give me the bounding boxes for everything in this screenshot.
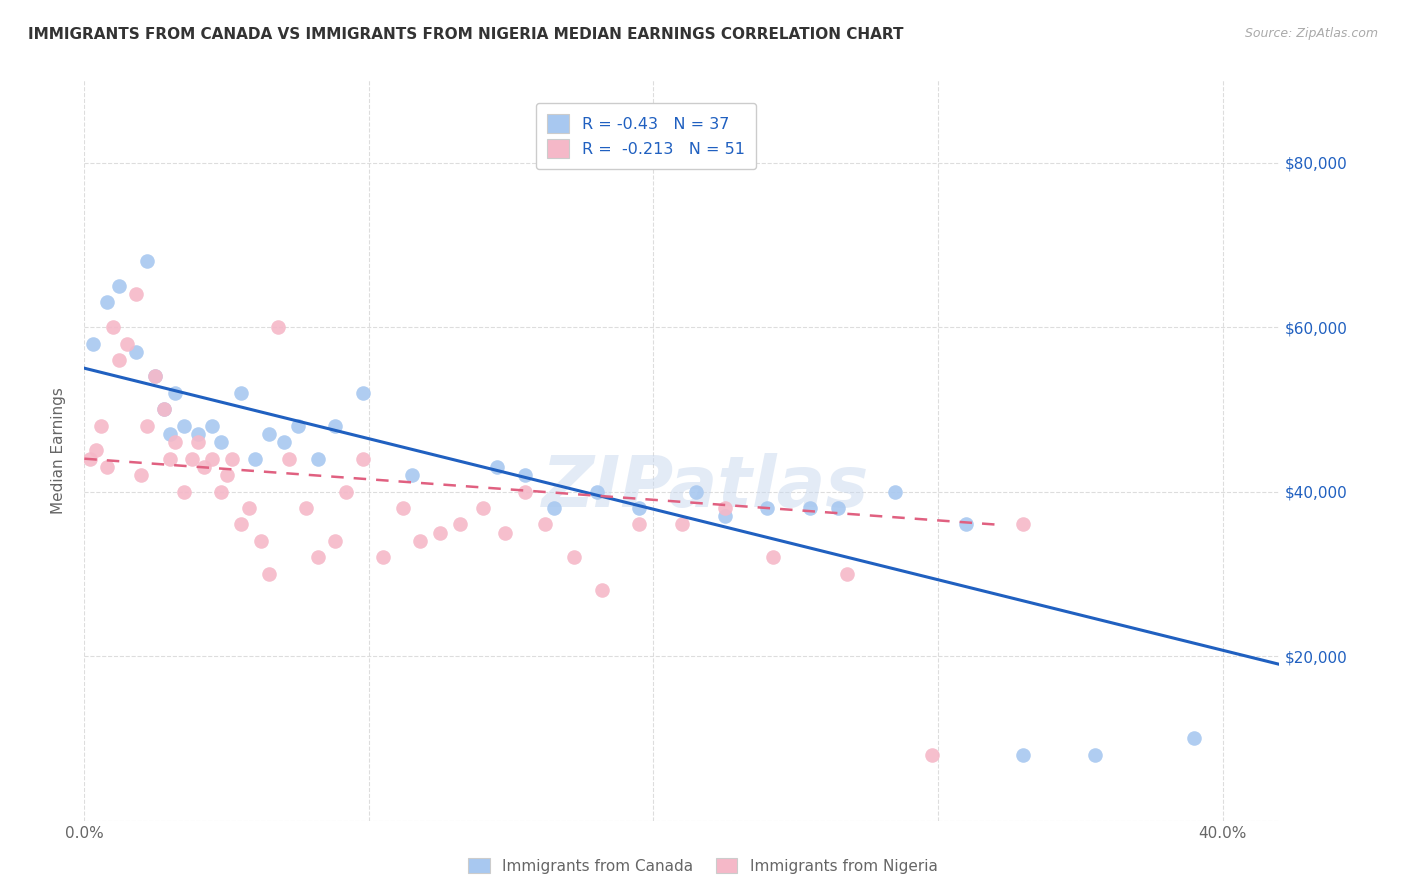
Y-axis label: Median Earnings: Median Earnings xyxy=(51,387,66,514)
Point xyxy=(209,484,232,499)
Point xyxy=(827,501,849,516)
Point xyxy=(515,484,537,499)
Point xyxy=(215,468,238,483)
Point xyxy=(585,484,607,499)
Text: Source: ZipAtlas.com: Source: ZipAtlas.com xyxy=(1244,27,1378,40)
Point xyxy=(249,533,271,548)
Point xyxy=(591,583,613,598)
Point xyxy=(238,501,260,516)
Point xyxy=(295,501,318,516)
Text: ZIPatlas: ZIPatlas xyxy=(543,453,869,522)
Point xyxy=(562,550,585,565)
Point xyxy=(159,427,181,442)
Point xyxy=(209,435,232,450)
Point xyxy=(835,566,858,581)
Point xyxy=(323,533,346,548)
Point xyxy=(221,451,243,466)
Point xyxy=(165,385,187,400)
Point xyxy=(267,320,290,334)
Point xyxy=(756,501,779,516)
Point xyxy=(136,418,159,433)
Point xyxy=(955,517,977,532)
Point xyxy=(762,550,785,565)
Point xyxy=(187,435,209,450)
Point xyxy=(713,501,735,516)
Point xyxy=(1182,731,1205,746)
Point xyxy=(165,435,187,450)
Point xyxy=(1012,517,1035,532)
Point xyxy=(84,443,107,458)
Point xyxy=(181,451,204,466)
Point xyxy=(145,369,167,384)
Point xyxy=(90,418,112,433)
Point xyxy=(449,517,471,532)
Point xyxy=(107,279,129,293)
Point xyxy=(115,336,138,351)
Point xyxy=(429,525,451,540)
Point xyxy=(495,525,517,540)
Point xyxy=(201,451,224,466)
Point xyxy=(685,484,707,499)
Point xyxy=(534,517,557,532)
Point xyxy=(82,336,104,351)
Legend: Immigrants from Canada, Immigrants from Nigeria: Immigrants from Canada, Immigrants from … xyxy=(463,852,943,880)
Point xyxy=(96,295,118,310)
Point xyxy=(307,451,329,466)
Point xyxy=(287,418,309,433)
Point xyxy=(259,427,281,442)
Point xyxy=(79,451,101,466)
Point xyxy=(392,501,415,516)
Point xyxy=(278,451,301,466)
Point xyxy=(145,369,167,384)
Point xyxy=(173,418,195,433)
Point xyxy=(129,468,152,483)
Point xyxy=(799,501,821,516)
Point xyxy=(543,501,565,516)
Point xyxy=(229,385,252,400)
Point xyxy=(409,533,432,548)
Point xyxy=(884,484,907,499)
Point xyxy=(153,402,176,417)
Point xyxy=(921,747,943,762)
Point xyxy=(515,468,537,483)
Point xyxy=(193,459,215,474)
Point xyxy=(628,501,651,516)
Point xyxy=(1083,747,1105,762)
Point xyxy=(352,451,374,466)
Point xyxy=(159,451,181,466)
Point xyxy=(628,517,651,532)
Point xyxy=(335,484,357,499)
Point xyxy=(96,459,118,474)
Point xyxy=(124,344,146,359)
Point xyxy=(136,254,159,268)
Point xyxy=(259,566,281,581)
Point xyxy=(273,435,295,450)
Legend: R = -0.43   N = 37, R =  -0.213   N = 51: R = -0.43 N = 37, R = -0.213 N = 51 xyxy=(536,103,756,169)
Point xyxy=(373,550,395,565)
Point xyxy=(107,353,129,368)
Point xyxy=(671,517,693,532)
Point xyxy=(153,402,176,417)
Point xyxy=(187,427,209,442)
Point xyxy=(173,484,195,499)
Point xyxy=(323,418,346,433)
Point xyxy=(401,468,423,483)
Point xyxy=(201,418,224,433)
Point xyxy=(229,517,252,532)
Text: IMMIGRANTS FROM CANADA VS IMMIGRANTS FROM NIGERIA MEDIAN EARNINGS CORRELATION CH: IMMIGRANTS FROM CANADA VS IMMIGRANTS FRO… xyxy=(28,27,904,42)
Point xyxy=(101,320,124,334)
Point xyxy=(243,451,266,466)
Point xyxy=(485,459,508,474)
Point xyxy=(352,385,374,400)
Point xyxy=(713,509,735,524)
Point xyxy=(307,550,329,565)
Point xyxy=(471,501,494,516)
Point xyxy=(1012,747,1035,762)
Point xyxy=(124,287,146,301)
